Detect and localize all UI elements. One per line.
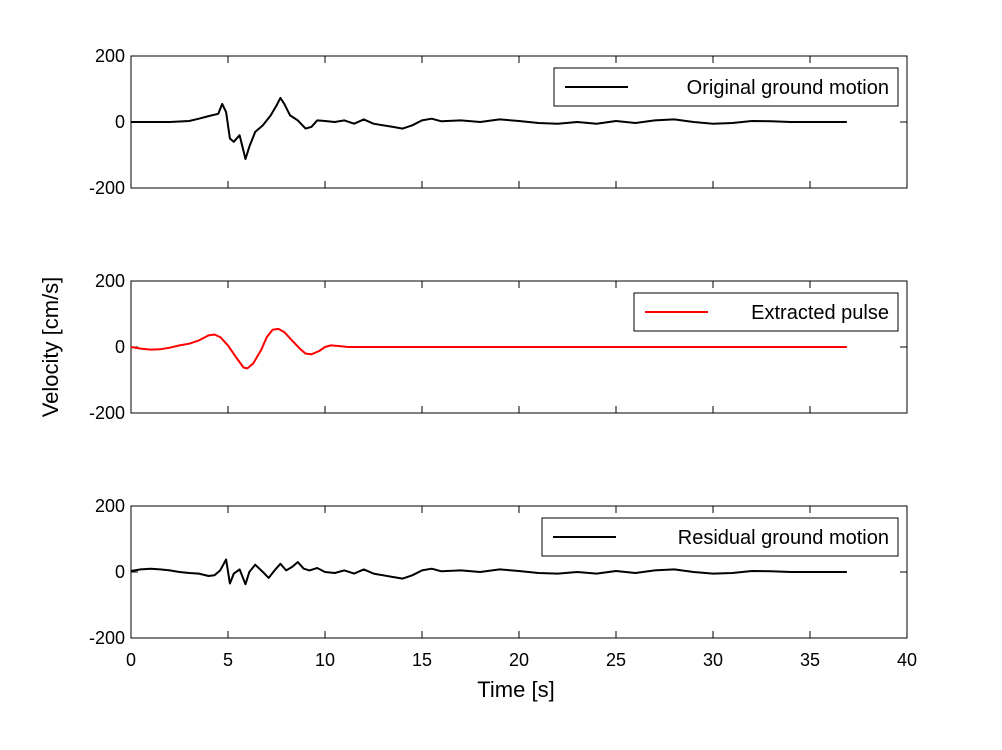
series-line xyxy=(130,558,847,586)
series-line xyxy=(130,327,847,370)
y-tick-label: 0 xyxy=(115,337,125,357)
series-line xyxy=(131,96,847,160)
x-tick-label: 10 xyxy=(315,650,335,670)
legend: Original ground motion xyxy=(553,67,899,107)
y-tick-label: -200 xyxy=(89,178,125,198)
legend: Extracted pulse xyxy=(633,292,899,332)
y-tick-label: 200 xyxy=(95,46,125,66)
x-tick-label: 25 xyxy=(606,650,626,670)
y-tick-label: 200 xyxy=(95,271,125,291)
legend-label: Original ground motion xyxy=(687,77,889,99)
legend: Residual ground motion xyxy=(541,517,899,557)
legend-label: Residual ground motion xyxy=(678,527,889,549)
y-tick-label: 200 xyxy=(95,496,125,516)
x-tick-label: 40 xyxy=(897,650,917,670)
x-tick-label: 0 xyxy=(126,650,136,670)
y-axis-title: Velocity [cm/s] xyxy=(38,277,63,418)
subplot-1: 200 0 -200 Original ground motion xyxy=(89,46,908,198)
x-tick-label: 5 xyxy=(223,650,233,670)
x-tick-label: 35 xyxy=(800,650,820,670)
y-tick-label: -200 xyxy=(89,628,125,648)
x-tick-label: 20 xyxy=(509,650,529,670)
x-tick-label: 15 xyxy=(412,650,432,670)
legend-label: Extracted pulse xyxy=(751,302,889,324)
x-tick-label: 30 xyxy=(703,650,723,670)
x-axis-title: Time [s] xyxy=(477,677,554,702)
y-tick-label: -200 xyxy=(89,403,125,423)
y-tick-label: 0 xyxy=(115,562,125,582)
y-tick-label: 0 xyxy=(115,112,125,132)
subplot-2: 200 0 -200 Extracted pulse xyxy=(89,271,908,423)
